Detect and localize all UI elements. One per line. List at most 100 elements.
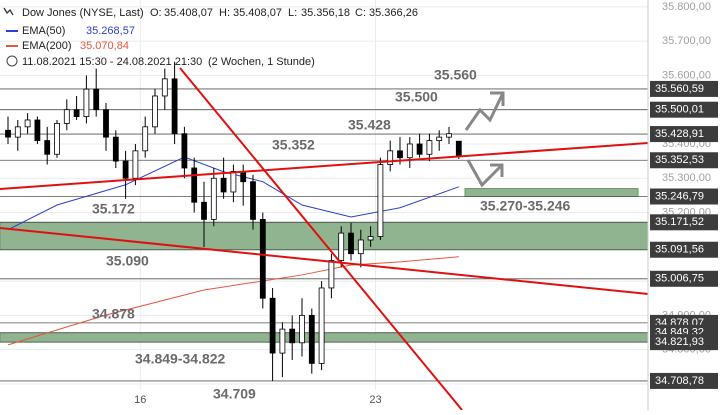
candle-body xyxy=(299,314,305,344)
candle-body xyxy=(171,78,178,135)
annotation: 35.428 xyxy=(348,117,391,133)
candle-body xyxy=(250,181,256,220)
level-box xyxy=(650,241,718,258)
candle-body xyxy=(73,109,80,117)
candle-body xyxy=(289,328,296,344)
annotation: 35.500 xyxy=(395,89,438,105)
candle-body xyxy=(210,177,217,220)
candle-body xyxy=(406,143,413,159)
x-tick-label: 23 xyxy=(369,394,381,406)
period: (2 Wochen, 1 Stunde) xyxy=(208,56,315,68)
level-box xyxy=(650,101,718,118)
candle-body xyxy=(34,119,41,141)
candle-body xyxy=(142,126,149,152)
zone xyxy=(464,188,639,198)
candle-body xyxy=(14,126,21,138)
arrow-up xyxy=(464,92,505,131)
annotation: 34.878 xyxy=(92,306,135,322)
y-tick-label: 35.300,00 xyxy=(662,172,711,184)
arrow-head xyxy=(490,163,504,177)
y-tick-label: 35.600,00 xyxy=(662,69,711,81)
candle-body xyxy=(230,171,237,193)
ohlc-label: O: xyxy=(150,7,162,19)
candle-body xyxy=(455,140,462,156)
candle-body xyxy=(122,160,129,179)
level-box xyxy=(650,188,718,205)
candle-body xyxy=(357,239,364,255)
legend-value: 35.070,84 xyxy=(80,40,129,52)
legend-name: EMA(200) xyxy=(22,40,72,52)
trend-line xyxy=(179,67,463,411)
annotation: 35.172 xyxy=(92,201,135,217)
zone xyxy=(0,221,649,251)
candle-body xyxy=(240,171,247,183)
annotation: 34.709 xyxy=(213,386,256,402)
candle-body xyxy=(220,177,227,193)
level-label: 35.246,79 xyxy=(655,190,704,202)
candle-body xyxy=(387,150,394,165)
candle-body xyxy=(338,232,345,261)
candle-body xyxy=(161,78,168,97)
ohlc-value: 35.408,07 xyxy=(164,7,213,19)
x-tick-label: 16 xyxy=(134,394,146,406)
y-axis: 35.800,0035.700,0035.600,0035.500,0035.4… xyxy=(650,1,718,390)
candle-body xyxy=(112,136,119,162)
candle-body xyxy=(269,297,276,354)
level-box xyxy=(650,126,718,143)
level-label: 35.560,59 xyxy=(655,83,704,95)
trend-line xyxy=(0,142,649,190)
candles xyxy=(5,61,462,381)
level-label: 35.006,75 xyxy=(655,273,704,285)
candle-body xyxy=(279,328,286,354)
level-box xyxy=(650,372,718,389)
candle-body xyxy=(446,133,452,138)
level-label: 35.352,53 xyxy=(655,154,704,166)
icon xyxy=(3,7,14,16)
level-box xyxy=(650,334,718,351)
candle-body xyxy=(259,218,266,299)
candle-body xyxy=(83,88,90,117)
trend-line xyxy=(0,227,649,295)
candle-body xyxy=(436,136,443,141)
candle-body xyxy=(181,133,188,169)
candle-body xyxy=(426,140,433,155)
candle-body xyxy=(348,232,354,255)
candle-body xyxy=(191,167,198,203)
candle-body xyxy=(416,143,423,155)
clock-icon xyxy=(6,55,18,67)
level-label: 34.821,93 xyxy=(655,336,704,348)
level-label: 35.091,56 xyxy=(655,244,704,256)
level-box xyxy=(650,80,718,97)
ohlc-label: L: xyxy=(288,7,297,19)
annotation: 35.560 xyxy=(434,67,477,83)
candle-body xyxy=(24,119,31,128)
ohlc-value: 35.408,07 xyxy=(233,7,282,19)
candle-body xyxy=(44,140,51,155)
annotation: 35.090 xyxy=(106,253,149,269)
candle-body xyxy=(103,109,109,138)
candle-body xyxy=(152,95,158,128)
level-box xyxy=(650,152,718,169)
arrow-head xyxy=(490,91,505,106)
ohlc-label: C: xyxy=(355,7,366,19)
ohlc-value: 35.356,18 xyxy=(301,7,350,19)
candle-body xyxy=(93,88,100,111)
annotation: 35.270-35.246 xyxy=(480,198,571,214)
candle-body xyxy=(367,236,374,241)
candle-body xyxy=(54,123,60,155)
candle-body xyxy=(377,164,384,237)
level-label: 34.708,78 xyxy=(655,375,704,387)
candle-body xyxy=(397,150,403,159)
legend-value: 35.268,57 xyxy=(86,25,135,37)
candle-body xyxy=(328,260,335,289)
y-tick-label: 35.800,00 xyxy=(662,1,711,13)
level-box xyxy=(650,214,718,231)
candle-body xyxy=(5,129,11,138)
candle-body xyxy=(132,150,139,179)
header: Dow Jones (NYSE, Last) O: 35.408,07 H: 3… xyxy=(3,7,418,68)
ohlc-value: 35.366,26 xyxy=(369,7,418,19)
annotation: 35.352 xyxy=(272,137,315,153)
legend-name: EMA(50) xyxy=(22,25,65,37)
